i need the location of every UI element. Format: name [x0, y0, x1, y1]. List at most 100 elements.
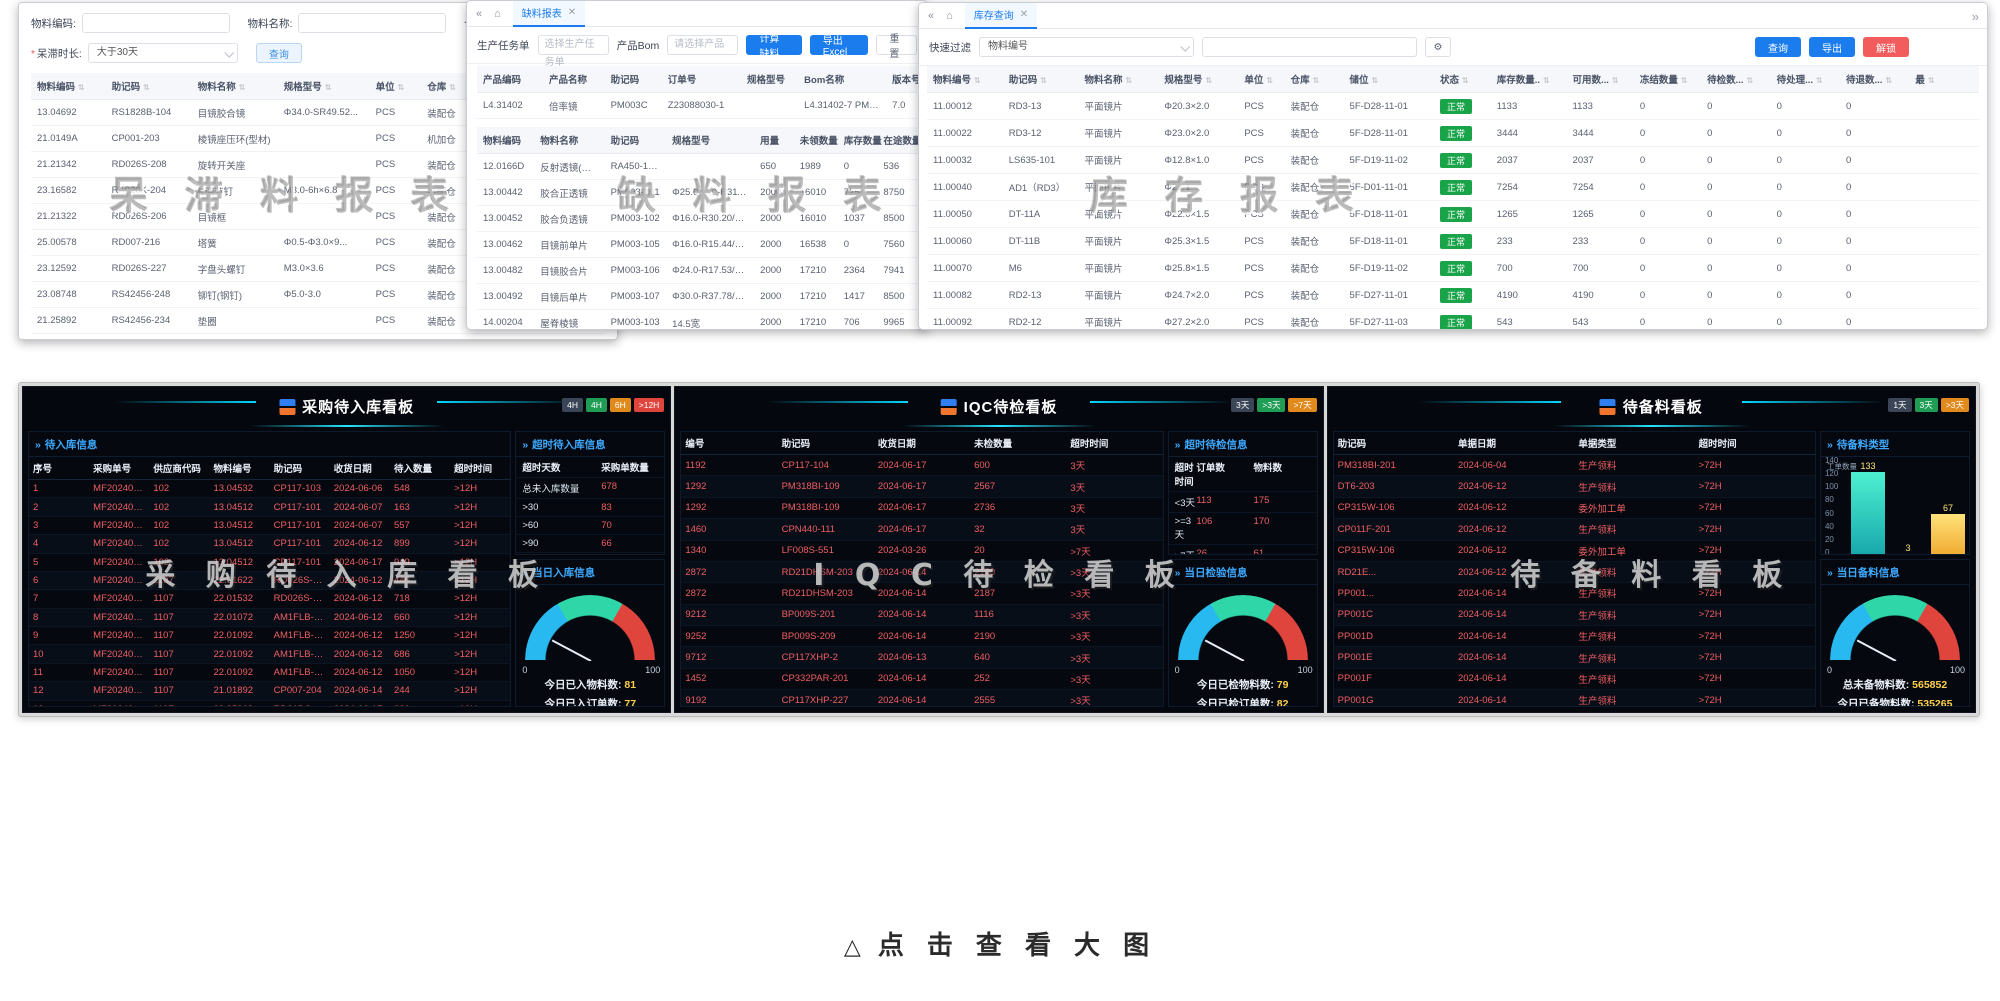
- sort-icon[interactable]: ⇅: [1312, 76, 1320, 85]
- col-header-13[interactable]: 待退数... ⇅: [1840, 66, 1910, 93]
- reset-button[interactable]: 重置: [876, 34, 917, 60]
- sort-icon[interactable]: ⇅: [1266, 76, 1274, 85]
- tab-shortage-report[interactable]: 缺料报表 ✕: [512, 1, 586, 27]
- table-row[interactable]: 6MF20240227-012-2110722.01622RD026S-2052…: [29, 571, 511, 591]
- table-row[interactable]: CP011F-201 2024-06-12 生产领料 >72H: [1333, 518, 1815, 541]
- col-header-2[interactable]: 物料名称 ⇅: [1078, 66, 1159, 93]
- time-filter-tag[interactable]: 6H: [609, 398, 631, 412]
- table-row[interactable]: 11.00012 RD3-13 平面镜片 Φ20.3×2.0 PCS 装配仓 5F-D28-…: [927, 92, 1979, 120]
- table-row[interactable]: 21.07662CH004-201蜂窝芯盖 PCS装配仓5F-B09-21-014…: [31, 333, 605, 339]
- col-header-7[interactable]: 状态 ⇅: [1434, 66, 1491, 93]
- time-filter-tag[interactable]: >7天: [1288, 398, 1317, 412]
- table-row[interactable]: 14.00204 屋脊棱镜 PM003-103 14.5宽 2000 17210 706 99…: [477, 309, 917, 329]
- table-row[interactable]: 11MF20240227-012110722.01092AM1FLB-20820…: [29, 663, 511, 683]
- sort-icon[interactable]: ⇅: [324, 83, 332, 92]
- sort-icon[interactable]: ⇅: [1543, 76, 1550, 85]
- quick-filter-select[interactable]: 物料编号: [979, 37, 1194, 57]
- table-row[interactable]: 13.04692 RS1828B-104 目镜胶合镜 Φ34.0-SR49.52...…: [31, 99, 605, 126]
- sort-icon[interactable]: ⇅: [1746, 76, 1754, 85]
- time-filter-tag[interactable]: >3天: [1257, 398, 1286, 412]
- sort-icon[interactable]: ⇅: [397, 83, 405, 92]
- table-row[interactable]: 13.00492 目镜后单片 PM003-107 Φ30.0-R37.78/37.78…: [477, 283, 917, 310]
- table-row[interactable]: 7MF20240508-011110722.01532RD026S-205202…: [29, 589, 511, 609]
- table-row[interactable]: 11.00032 LS635-101 平面镜片 Φ12.8×1.0 PCS 装配仓 5F-D…: [927, 146, 1979, 174]
- sort-icon[interactable]: ⇅: [1885, 76, 1893, 85]
- table-row[interactable]: 1460 CPN440-111 2024-06-17 32 3天: [681, 518, 1163, 541]
- table-row[interactable]: 13.00452 胶合负透镜 PM003-102 Φ16.0-R30.20/65.09…: [477, 205, 917, 232]
- table-row[interactable]: 11.00070 M6 平面镜片 Φ25.8×1.5 PCS 装配仓 5F-D19-11-0…: [927, 254, 1979, 282]
- table-row[interactable]: PP001G 2024-06-14 生产领料 >72H: [1333, 689, 1815, 706]
- col-header-3[interactable]: 规格型号 ⇅: [1158, 66, 1239, 93]
- table-row[interactable]: 13.00482目镜胶合片PM003-106Φ24.0-R17.53/26.53…: [477, 257, 917, 284]
- time-filter-tag[interactable]: 4H: [586, 398, 607, 412]
- table-row[interactable]: PM318BI-201 2024-06-04 生产领料 >72H: [1333, 454, 1815, 477]
- close-icon[interactable]: ✕: [1019, 9, 1029, 20]
- table-row[interactable]: PP001... 2024-06-14 生产领料 >72H: [1333, 582, 1815, 605]
- time-filter-tag[interactable]: >3天: [1940, 398, 1969, 412]
- table-row[interactable]: 9MF20240227-012110722.01092AM1FLB-208202…: [29, 626, 511, 646]
- col-header-0[interactable]: 物料编码 ⇅: [31, 73, 106, 100]
- bar-1[interactable]: [1890, 554, 1925, 555]
- table-row[interactable]: 11.00050 DT-11A 平面镜片 Φ22.0×1.5 PCS 装配仓 5F-D18-…: [927, 200, 1979, 228]
- inventory-unlock-button[interactable]: 解锁: [1863, 37, 1909, 57]
- tab-inventory-query[interactable]: 库存查询 ✕: [964, 3, 1038, 29]
- close-icon[interactable]: ✕: [567, 7, 577, 18]
- time-filter-tag[interactable]: 4H: [562, 398, 584, 412]
- col-header-5[interactable]: 仓库 ⇅: [1284, 66, 1344, 93]
- table-row[interactable]: 9212 BP009S-201 2024-06-14 1116 >3天: [681, 604, 1163, 627]
- sort-icon[interactable]: ⇅: [1680, 76, 1688, 85]
- col-header-1[interactable]: 助记码 ⇅: [105, 73, 192, 100]
- table-row[interactable]: 11.00092 RD2-12 平面镜片 Φ27.2×2.0 PCS 装配仓 5F-D27-…: [927, 308, 1979, 329]
- time-filter-tag[interactable]: >12H: [633, 398, 665, 412]
- table-row[interactable]: PP001D 2024-06-14 生产领料 >72H: [1333, 625, 1815, 648]
- table-row[interactable]: 12MF20240306-005110721.01892CP007-204202…: [29, 681, 511, 701]
- sort-icon[interactable]: ⇅: [1125, 76, 1133, 85]
- table-row[interactable]: 13MF20240130-037-2110722.25962RD21DS-201…: [29, 700, 511, 706]
- table-row[interactable]: 1452 CP332PAR-201 2024-06-14 252 >3天: [681, 668, 1163, 691]
- sort-icon[interactable]: ⇅: [143, 83, 150, 92]
- col-header-2[interactable]: 物料名称 ⇅: [191, 73, 278, 100]
- sort-icon[interactable]: ⇅: [238, 83, 246, 92]
- collapse-icon[interactable]: «: [476, 7, 483, 20]
- col-header-9[interactable]: 可用数... ⇅: [1566, 66, 1634, 93]
- expand-right-icon[interactable]: »: [1971, 9, 1979, 24]
- sort-icon[interactable]: ⇅: [1611, 76, 1619, 85]
- sort-icon[interactable]: ⇅: [1040, 76, 1047, 85]
- collapse-icon[interactable]: «: [928, 9, 935, 22]
- table-row[interactable]: CP315W-106 2024-06-12 委外加工单 >72H: [1333, 540, 1815, 562]
- table-row[interactable]: 1292 PM318BI-109 2024-06-17 2567 3天: [681, 475, 1163, 498]
- table-row[interactable]: DT6-203 2024-06-12 生产领料 >72H: [1333, 475, 1815, 498]
- table-row[interactable]: 9712 CP117XHP-2 2024-06-13 640 >3天: [681, 646, 1163, 669]
- table-row[interactable]: 1192 CP117-104 2024-06-17 600 3天: [681, 454, 1163, 477]
- col-header-11[interactable]: 待检数... ⇅: [1701, 66, 1771, 93]
- table-row[interactable]: 5MF20240510-00210213.04512CP117-1012024-…: [29, 553, 511, 572]
- sort-icon[interactable]: ⇅: [1462, 76, 1469, 85]
- col-header-0[interactable]: 物料编号 ⇅: [927, 66, 1003, 93]
- col-header-4[interactable]: 单位 ⇅: [1238, 66, 1285, 93]
- col-header-10[interactable]: 冻结数量 ⇅: [1633, 66, 1702, 93]
- sort-icon[interactable]: ⇅: [78, 83, 85, 92]
- sort-icon[interactable]: ⇅: [449, 83, 456, 92]
- export-excel-button[interactable]: 导出Excel: [809, 35, 869, 58]
- product-bom-input[interactable]: 请选择产品: [667, 35, 739, 55]
- col-header-6[interactable]: 储位⇅: [1343, 66, 1434, 93]
- inventory-query-button[interactable]: 查询: [1755, 37, 1801, 57]
- col-header-1[interactable]: 助记码 ⇅: [1002, 66, 1079, 93]
- table-row[interactable]: 1MF20240510-00210213.04532CP117-1032024-…: [29, 479, 511, 499]
- inventory-export-button[interactable]: 导出: [1809, 37, 1855, 57]
- col-header-14[interactable]: 最 ⇅: [1909, 66, 1979, 93]
- sort-icon[interactable]: ⇅: [1205, 76, 1213, 85]
- bar-2[interactable]: [1930, 513, 1965, 555]
- home-icon[interactable]: ⌂: [946, 9, 953, 22]
- stagnant-query-button[interactable]: 查询: [255, 43, 302, 63]
- bar-0[interactable]: [1850, 472, 1885, 555]
- material-name-input[interactable]: [298, 13, 447, 33]
- material-code-input[interactable]: [81, 13, 230, 33]
- table-row[interactable]: 11.00022 RD3-12 平面镜片 Φ23.0×2.0 PCS 装配仓 5F-D28-…: [927, 119, 1979, 147]
- table-row[interactable]: 1292 PM318BI-109 2024-06-17 2736 3天: [681, 497, 1163, 520]
- table-row[interactable]: 8MF20240227-012110722.01072AM1FLB-208202…: [29, 608, 511, 628]
- table-row[interactable]: 9252 BP009S-209 2024-06-14 2190 >3天: [681, 625, 1163, 648]
- table-row[interactable]: 1340 LF008S-551 2024-03-26 20 >7天: [681, 540, 1163, 562]
- col-header-12[interactable]: 待处理... ⇅: [1770, 66, 1840, 93]
- task-order-input[interactable]: 选择生产任务单: [537, 35, 609, 68]
